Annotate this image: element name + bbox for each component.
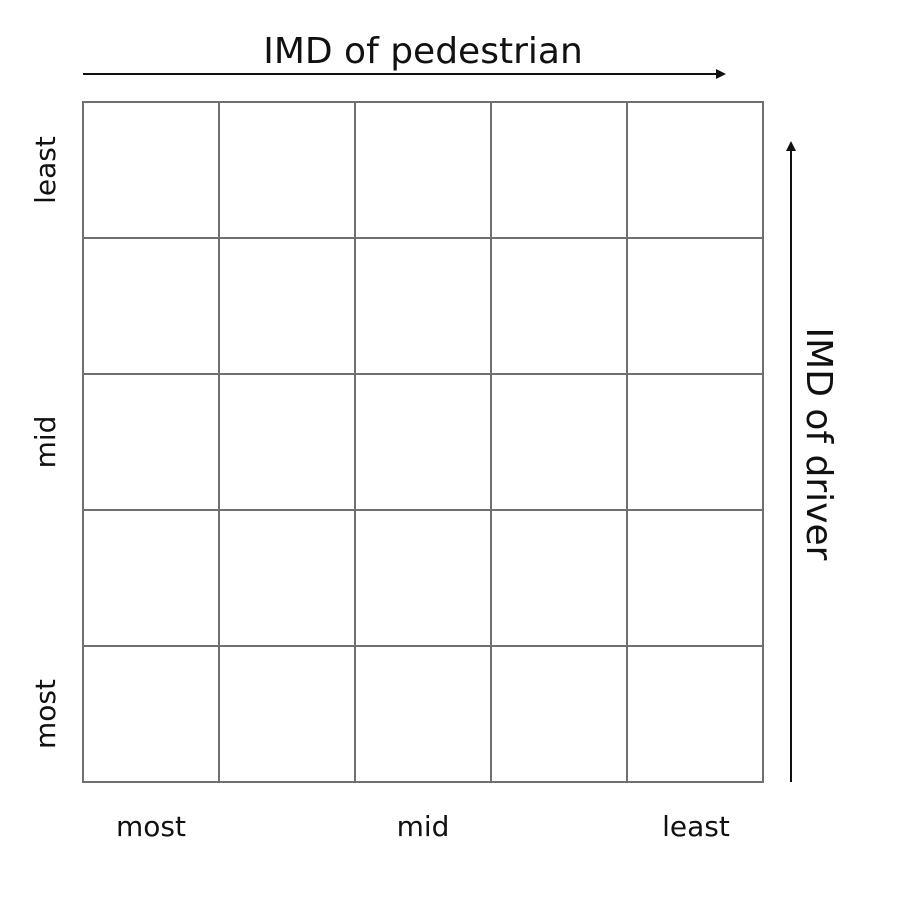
grid-cell-r2-c1 bbox=[82, 237, 220, 375]
grid-cell-r5-c1 bbox=[82, 645, 220, 783]
grid-cell-r4-c4 bbox=[490, 509, 628, 647]
left-tick-most: most bbox=[29, 679, 62, 749]
bottom-tick-mid: mid bbox=[397, 810, 450, 843]
grid-cell-r5-c2 bbox=[218, 645, 356, 783]
left-ticks: least mid most bbox=[29, 136, 62, 749]
top-axis-title: IMD of pedestrian bbox=[263, 31, 583, 72]
grid-cell-r2-c3 bbox=[354, 237, 492, 375]
grid-cell-r1-c4 bbox=[490, 101, 628, 239]
top-axis-arrow bbox=[83, 69, 726, 79]
left-tick-least: least bbox=[29, 136, 62, 204]
bottom-tick-most: most bbox=[116, 810, 186, 843]
grid-cell-r2-c4 bbox=[490, 237, 628, 375]
right-axis-title: IMD of driver bbox=[798, 328, 839, 561]
grid-cell-r1-c3 bbox=[354, 101, 492, 239]
grid-cell-r1-c5 bbox=[626, 101, 764, 239]
grid-cell-r3-c4 bbox=[490, 373, 628, 511]
matrix-grid bbox=[82, 101, 764, 783]
grid-cell-r1-c2 bbox=[218, 101, 356, 239]
grid-cell-r5-c3 bbox=[354, 645, 492, 783]
grid-cell-r3-c5 bbox=[626, 373, 764, 511]
grid-cell-r2-c2 bbox=[218, 237, 356, 375]
grid-cell-r5-c4 bbox=[490, 645, 628, 783]
grid-cell-r3-c3 bbox=[354, 373, 492, 511]
right-axis-arrow bbox=[786, 141, 796, 782]
bottom-tick-least: least bbox=[662, 810, 730, 843]
grid-cell-r4-c2 bbox=[218, 509, 356, 647]
grid-cell-r4-c5 bbox=[626, 509, 764, 647]
grid-cell-r5-c5 bbox=[626, 645, 764, 783]
grid-cell-r4-c1 bbox=[82, 509, 220, 647]
grid-cell-r3-c1 bbox=[82, 373, 220, 511]
grid-cell-r1-c1 bbox=[82, 101, 220, 239]
grid-cell-r4-c3 bbox=[354, 509, 492, 647]
top-arrow-head-icon bbox=[716, 69, 726, 79]
grid-cell-r3-c2 bbox=[218, 373, 356, 511]
left-tick-mid: mid bbox=[29, 416, 62, 469]
right-arrow-head-icon bbox=[786, 141, 796, 151]
bottom-ticks: most mid least bbox=[116, 810, 730, 843]
grid-cell-r2-c5 bbox=[626, 237, 764, 375]
